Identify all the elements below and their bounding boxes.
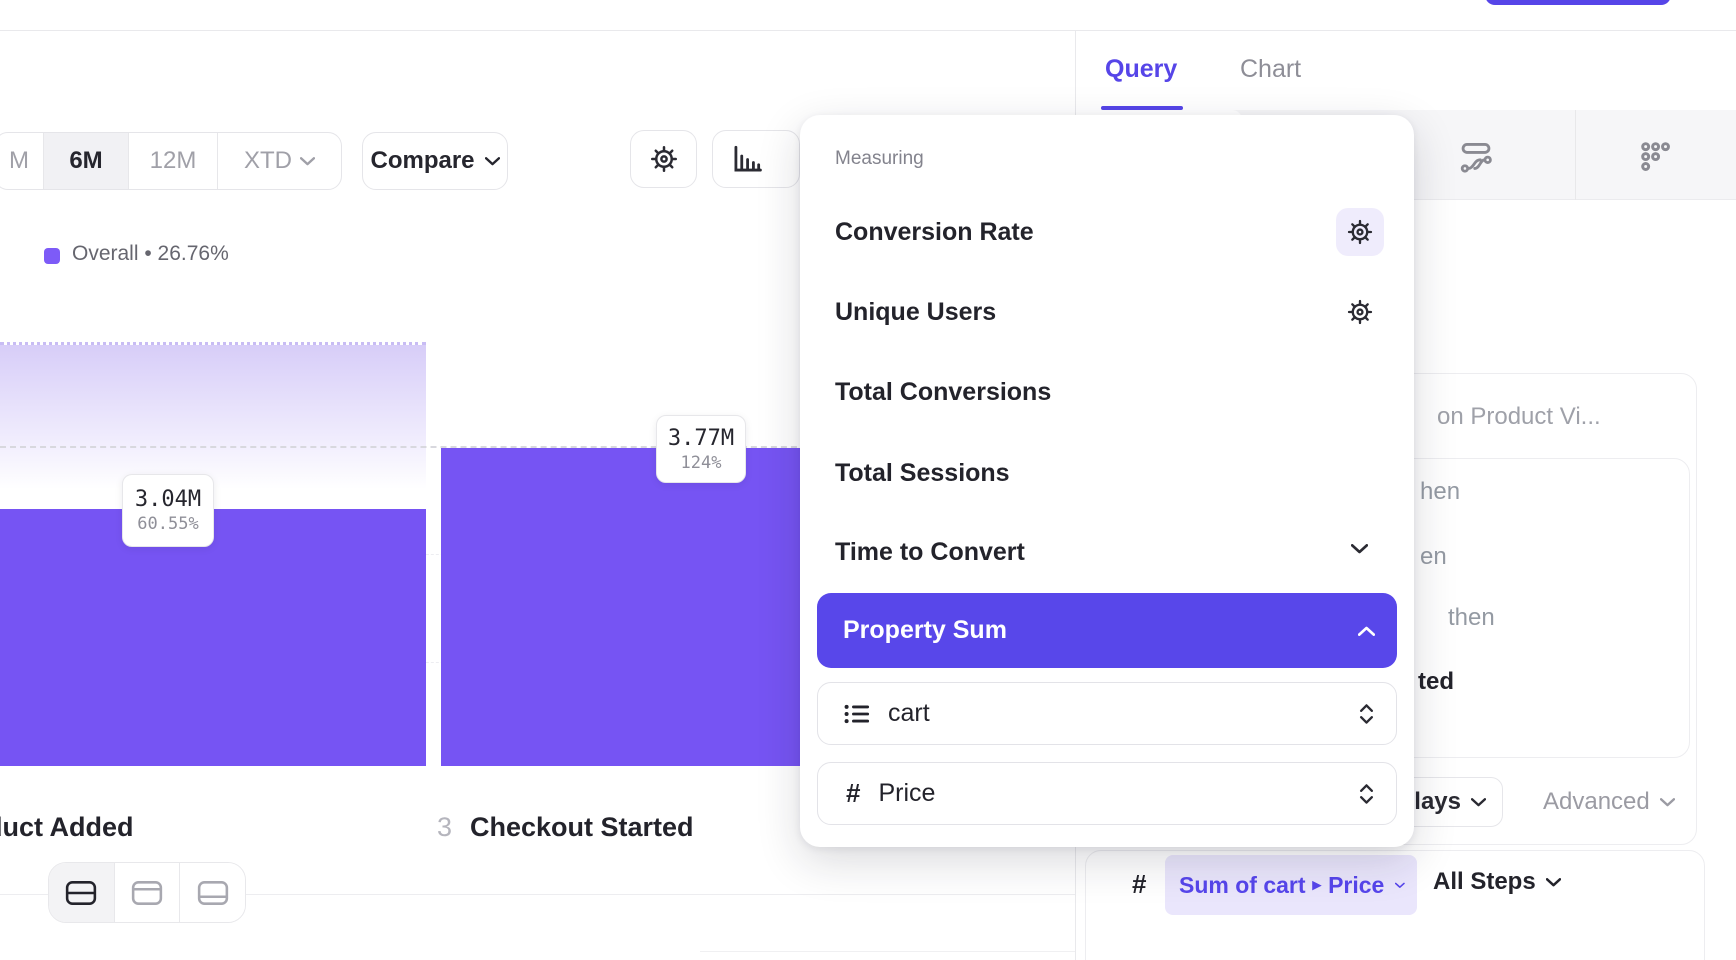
advanced-label: Advanced [1543, 788, 1650, 815]
menu-item-label: Conversion Rate [835, 217, 1034, 246]
settings-button[interactable] [1336, 288, 1384, 336]
divider [0, 894, 1075, 895]
measuring-title: Measuring [835, 148, 924, 169]
toolbar-divider [1575, 110, 1576, 200]
step-2-number: 3 [437, 812, 453, 842]
legend-swatch [44, 248, 60, 264]
property-name-select[interactable]: # Price [817, 762, 1397, 825]
menu-item-unique-users[interactable]: Unique Users [800, 282, 1414, 342]
menu-item-total-sessions[interactable]: Total Sessions [800, 443, 1414, 503]
funnel-bar-2[interactable] [441, 448, 867, 766]
chevron-down-icon [1659, 797, 1675, 806]
time-range-control: M 6M 12M XTD [0, 132, 342, 190]
layout-toggle-group [48, 862, 246, 923]
menu-item-property-sum-selected[interactable]: Property Sum [817, 593, 1397, 668]
menu-item-label: Unique Users [835, 297, 997, 326]
bar-1-value-chip: 3.04M 60.55% [122, 474, 214, 547]
time-range-12m-label: 12M [149, 147, 197, 174]
flows-icon [1460, 143, 1492, 173]
unfold-icon [1359, 783, 1374, 804]
time-range-m-label: M [9, 147, 29, 174]
menu-item-label: Total Conversions [835, 377, 1052, 406]
bar-2-value-chip: 3.77M 124% [656, 415, 746, 483]
menu-item-label: Time to Convert [835, 537, 1025, 566]
flows-view-button[interactable] [1449, 138, 1503, 178]
menu-item-time-to-convert[interactable]: Time to Convert [800, 522, 1414, 582]
advanced-button[interactable]: Advanced [1543, 788, 1675, 816]
unfold-icon [1359, 703, 1374, 724]
reference-dashed-line [0, 446, 867, 448]
chevron-up-icon [1358, 626, 1375, 636]
chart-settings-button[interactable] [630, 130, 697, 188]
time-range-xtd-label: XTD [244, 147, 292, 174]
gear-icon [1347, 219, 1373, 245]
chevron-down-icon [1395, 882, 1405, 888]
all-steps-button[interactable]: All Steps [1433, 868, 1561, 896]
funnel-bars-icon [734, 145, 762, 172]
measuring-dropdown: Measuring Conversion Rate Unique Users T… [800, 115, 1414, 847]
step-fragment-active: ted [1418, 668, 1454, 695]
active-tab-underline [1101, 106, 1183, 110]
chevron-down-icon [1545, 877, 1561, 886]
panel-bottom-icon [197, 880, 228, 905]
menu-item-conversion-rate[interactable]: Conversion Rate [800, 202, 1414, 262]
sum-chip-property: Price [1328, 871, 1385, 898]
more-views-button[interactable] [1630, 138, 1684, 178]
step-1-label: duct Added [0, 812, 134, 842]
divider [700, 951, 1075, 952]
compare-button[interactable]: Compare [362, 132, 508, 190]
bar-2-conversion: 124% [680, 452, 722, 473]
time-range-xtd[interactable]: XTD [218, 133, 341, 189]
property-name-value: Price [878, 779, 936, 807]
layout-bottom-button[interactable] [180, 863, 245, 922]
tab-chart[interactable]: Chart [1240, 55, 1302, 83]
all-steps-label: All Steps [1433, 868, 1536, 895]
funnel-bar-1[interactable] [0, 509, 426, 766]
compare-label: Compare [370, 147, 475, 174]
chevron-down-icon [484, 156, 500, 165]
property-event-value: cart [888, 699, 930, 727]
step-fragment: then [1448, 604, 1495, 631]
chevron-down-icon [1471, 797, 1486, 806]
dots-grid-icon [1641, 142, 1670, 171]
list-icon [844, 704, 870, 723]
step-2-label: Checkout Started [470, 812, 694, 842]
bar-1-conversion: 60.55% [137, 514, 199, 534]
panel-top-icon [131, 880, 163, 905]
bar-2-value: 3.77M [667, 425, 735, 451]
primary-action-button[interactable] [1485, 0, 1671, 5]
settings-button[interactable] [1336, 208, 1384, 256]
step-fragment: en [1420, 543, 1447, 570]
split-horizontal-icon [66, 880, 97, 905]
hash-icon: # [846, 778, 861, 808]
layout-split-button[interactable] [49, 863, 115, 922]
hash-icon: # [1132, 869, 1147, 899]
sum-chip-label: Sum of cart [1179, 871, 1306, 898]
menu-item-total-conversions[interactable]: Total Conversions [800, 362, 1414, 422]
chevron-down-icon [300, 156, 315, 165]
menu-item-label: Property Sum [843, 616, 1007, 644]
top-bar [0, 0, 1736, 31]
gear-icon [1347, 299, 1373, 325]
time-range-m[interactable]: M [0, 133, 44, 189]
legend-label: Overall • 26.76% [72, 242, 229, 265]
time-range-12m[interactable]: 12M [129, 133, 218, 189]
conversion-window-label: lays [1414, 788, 1461, 815]
menu-item-label: Total Sessions [835, 458, 1010, 487]
tab-query[interactable]: Query [1105, 55, 1178, 83]
gear-icon [650, 146, 677, 172]
layout-top-button[interactable] [114, 863, 181, 922]
step-fragment: hen [1420, 478, 1461, 505]
bar-1-value: 3.04M [134, 487, 202, 512]
arrow-right-icon: ▸ [1312, 875, 1322, 894]
property-event-select[interactable]: cart [817, 682, 1397, 745]
holding-constant-label: on Product Vi... [1437, 403, 1601, 430]
chart-type-button[interactable] [712, 130, 800, 188]
time-range-6m-label: 6M [69, 147, 103, 174]
time-range-6m[interactable]: 6M [44, 133, 129, 189]
chevron-down-icon [1351, 544, 1368, 554]
sum-of-cart-price-chip[interactable]: Sum of cart ▸ Price [1165, 855, 1417, 915]
